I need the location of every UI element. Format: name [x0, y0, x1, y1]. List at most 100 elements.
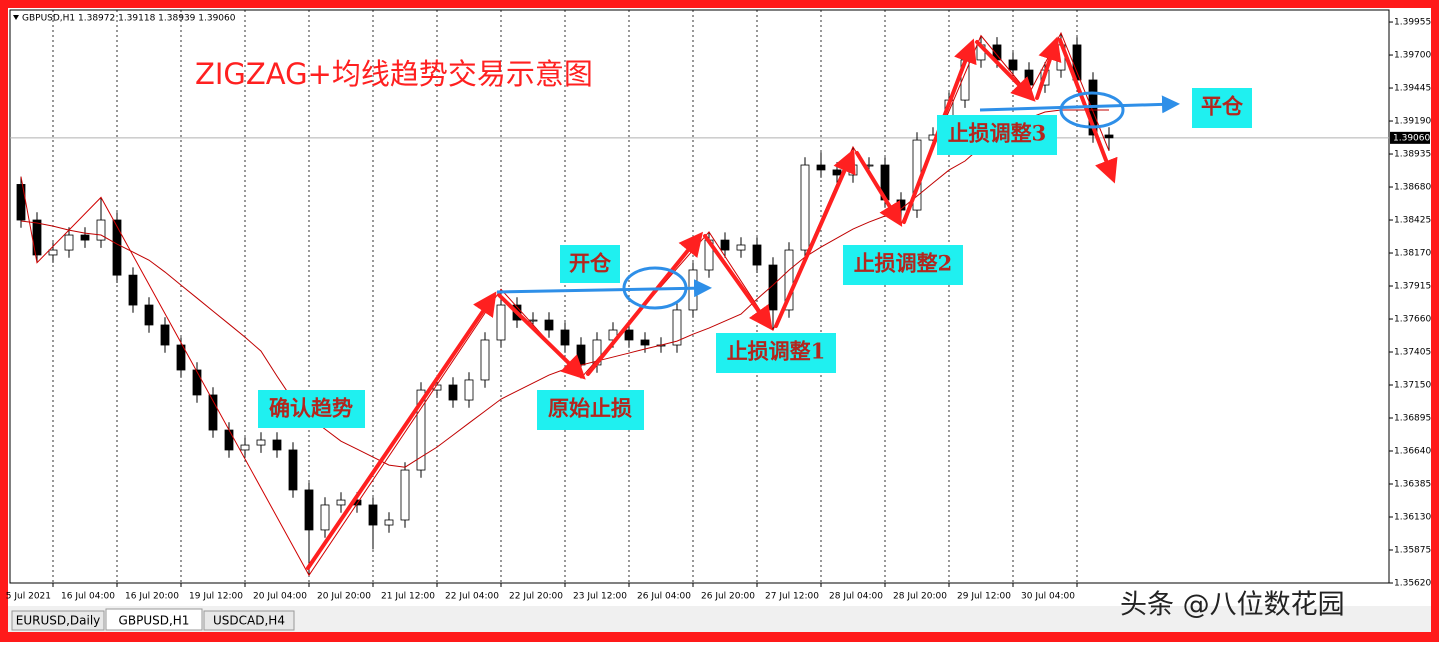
candle-body	[544, 319, 554, 331]
y-tick-label: 1.36640	[1394, 447, 1431, 457]
annotation: 止损调整3	[948, 121, 1047, 146]
candle-body	[192, 369, 202, 396]
tab-active[interactable]	[105, 608, 203, 631]
candle-body	[624, 329, 634, 341]
y-tick-label: 1.38425	[1394, 216, 1431, 226]
x-tick-label: 27 Jul 12:00	[765, 592, 819, 602]
x-tick-label: 20 Jul 20:00	[317, 592, 371, 602]
y-tick-label: 1.37405	[1394, 348, 1431, 358]
ellipse	[1059, 91, 1125, 129]
label-box	[843, 245, 963, 285]
candle-body	[96, 219, 106, 241]
annotation-layer: 确认趋势 原始止损 开仓 止损调整1 止损调整2 止损调整3 平仓	[258, 36, 1252, 570]
candle-body	[336, 499, 346, 506]
candle-body	[1104, 134, 1114, 139]
candle-body	[16, 184, 26, 221]
annotation: 开仓	[569, 251, 612, 276]
candle-body	[224, 429, 234, 451]
candle-body	[816, 164, 826, 171]
candle-body	[384, 519, 394, 526]
candle-body	[1008, 59, 1018, 71]
candle-body	[736, 244, 746, 251]
x-tick-label: 26 Jul 20:00	[701, 592, 755, 602]
candle-body	[752, 244, 762, 266]
candle-body	[368, 504, 378, 526]
x-tick-label: 29 Jul 12:00	[957, 592, 1011, 602]
label-box	[560, 245, 620, 283]
x-tick-label: 23 Jul 12:00	[573, 592, 627, 602]
x-tick-label: 16 Jul 20:00	[125, 592, 179, 602]
y-tick-label: 1.38170	[1394, 249, 1431, 259]
y-tick-label: 1.38935	[1394, 150, 1431, 160]
menu-triangle	[13, 15, 19, 20]
arrow	[497, 293, 586, 380]
candle-body	[800, 164, 810, 251]
candle-body	[208, 394, 218, 431]
tab-label[interactable]: USDCAD,H4	[213, 614, 285, 628]
y-tick-label: 1.35620	[1394, 579, 1431, 589]
arrow	[975, 40, 1036, 102]
x-tick-label: 22 Jul 04:00	[445, 592, 499, 602]
candle-body	[480, 339, 490, 381]
current-price-label: 1.39060	[1393, 133, 1430, 143]
candle-body	[1024, 69, 1034, 86]
y-tick-label: 1.38680	[1394, 183, 1431, 193]
candle-body	[32, 219, 42, 256]
label-box	[716, 333, 836, 373]
candle-body	[288, 449, 298, 491]
tab-label[interactable]: EURUSD,Daily	[16, 614, 101, 628]
candle-body	[240, 444, 250, 451]
candle-body	[48, 249, 58, 256]
candle-body	[416, 389, 426, 471]
candle-body	[832, 169, 842, 176]
x-tick-label: 5 Jul 2021	[6, 592, 51, 602]
annotation: 止损调整2	[854, 251, 953, 276]
arrow	[774, 148, 856, 328]
y-tick-label: 1.39700	[1394, 51, 1431, 61]
candle-body	[672, 309, 682, 346]
candle-body	[576, 344, 586, 366]
y-tick-label: 1.39190	[1394, 117, 1431, 127]
y-tick-label: 1.37660	[1394, 315, 1431, 325]
candle-body	[176, 344, 186, 371]
current-price-box	[1390, 131, 1430, 144]
plot-frame	[9, 9, 1390, 584]
candle-body	[688, 269, 698, 311]
x-tick-label: 20 Jul 04:00	[253, 592, 307, 602]
label-box	[1192, 88, 1252, 128]
candle-body	[848, 164, 858, 176]
annotation: 止损调整1	[727, 339, 826, 364]
annotation: 平仓	[1201, 94, 1244, 119]
ellipse	[622, 266, 688, 310]
arrow	[1035, 36, 1062, 100]
candle-body	[64, 234, 74, 251]
candle-body	[128, 274, 138, 306]
candle-body	[720, 239, 730, 251]
x-tick-label: 30 Jul 04:00	[1021, 592, 1075, 602]
candle-body	[448, 384, 458, 401]
y-tick-label: 1.37150	[1394, 381, 1431, 391]
tab[interactable]	[203, 610, 295, 631]
tab[interactable]	[11, 610, 105, 631]
y-tick-label: 1.39955	[1394, 18, 1431, 28]
arrow	[979, 95, 1180, 114]
candle-body	[640, 339, 650, 346]
candle-body	[560, 329, 570, 346]
x-tick-label: 28 Jul 20:00	[893, 592, 947, 602]
candle-body	[400, 469, 410, 521]
candle-body	[784, 249, 794, 311]
arrow	[306, 291, 497, 570]
chart-title: ZIGZAG+均线趋势交易示意图	[195, 57, 593, 91]
candle-body	[464, 379, 474, 401]
y-tick-label: 1.35875	[1394, 546, 1431, 556]
y-tick-label: 1.39445	[1394, 84, 1431, 94]
annotation: 确认趋势	[269, 396, 353, 421]
candle-body	[272, 439, 282, 451]
x-tick-label: 26 Jul 04:00	[637, 592, 691, 602]
label-box	[537, 390, 644, 430]
candle-body	[496, 304, 506, 341]
candle-body	[320, 504, 330, 531]
arrow	[855, 151, 903, 227]
tab-label[interactable]: GBPUSD,H1	[119, 614, 190, 628]
x-tick-label: 28 Jul 04:00	[829, 592, 883, 602]
